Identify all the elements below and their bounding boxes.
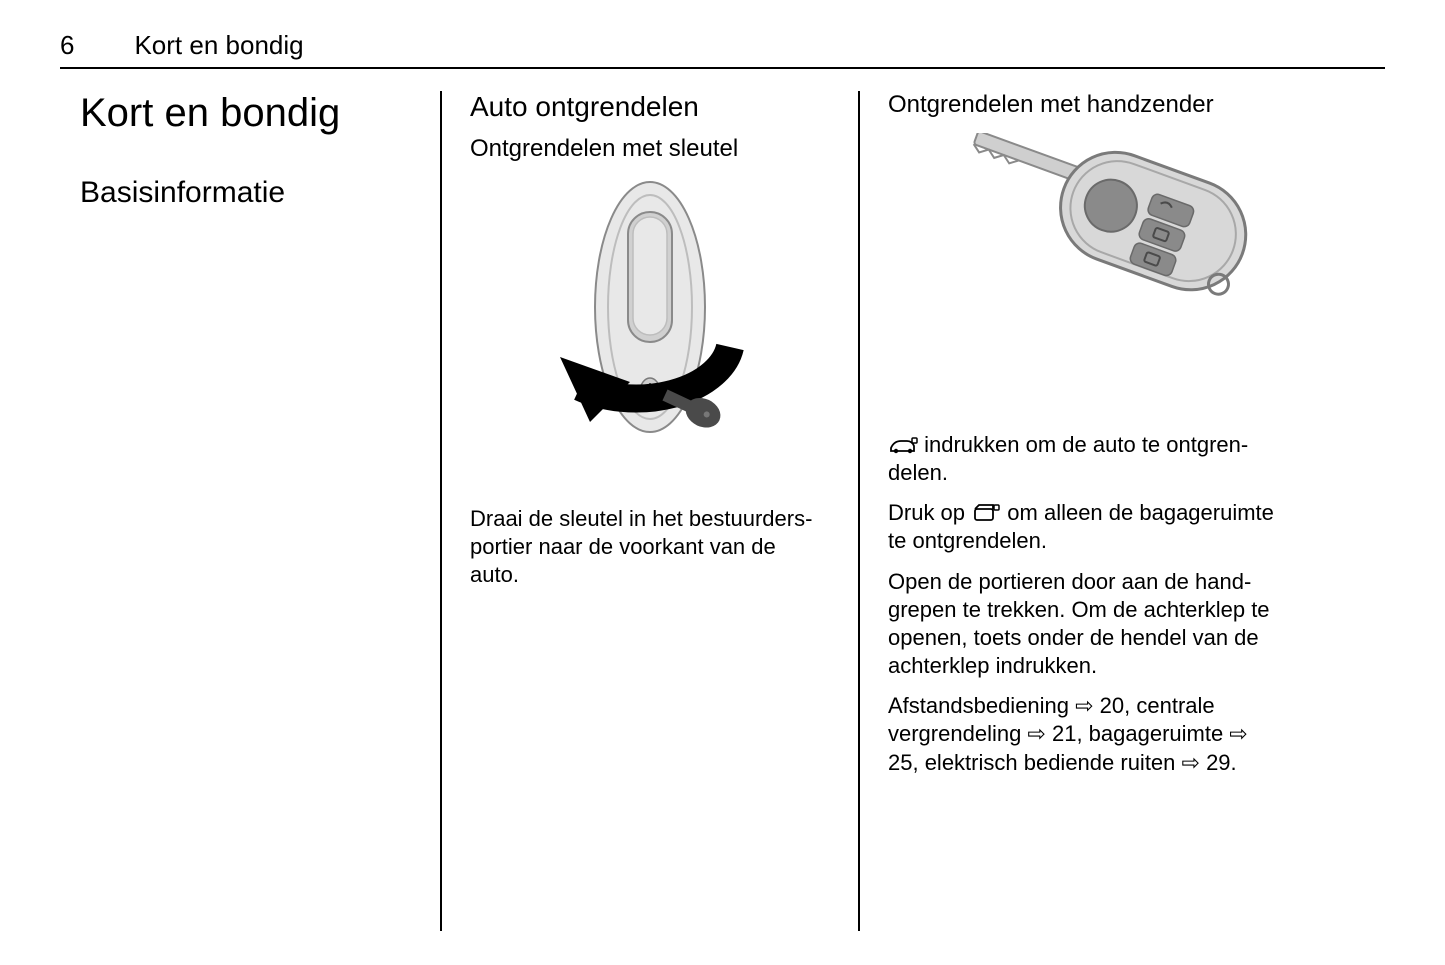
page-header: 6 Kort en bondig [60,30,1385,69]
trunk-unlock-icon [971,500,1007,525]
chapter-title: Kort en bondig [134,30,303,61]
column-2: Auto ontgrendelen Ontgrendelen met sleut… [440,91,860,931]
column-3: Ontgrendelen met handzender [860,91,1300,931]
body-text-unlock-car: indrukken om de auto te ontgren­delen. [888,431,1280,487]
body-text-sleutel: Draai de sleutel in het bestuurders­port… [470,505,830,589]
figure-key-in-door [470,177,830,487]
figure-remote-key [904,133,1264,413]
subsection-sleutel: Ontgrendelen met sleutel [470,135,830,163]
car-unlock-icon [888,432,924,457]
section-auto-ontgrendelen: Auto ontgrendelen [470,91,830,123]
section-basisinformatie: Basisinformatie [80,176,420,210]
page-title: Kort en bondig [80,91,420,136]
key-blade-icon [972,133,1082,187]
body-text-unlock-trunk: Druk op om alleen de bagage­ruimte te on… [888,499,1280,555]
manual-page: 6 Kort en bondig Kort en bondig Basisinf… [0,0,1445,965]
body-text-open-doors: Open de portieren door aan de hand­grepe… [888,568,1280,681]
subsection-handzender: Ontgrendelen met handzender [888,91,1280,119]
page-number: 6 [60,30,74,61]
key-fob-icon [1045,137,1261,305]
column-1: Kort en bondig Basisinformatie [60,91,440,931]
body-text-unlock-trunk-before: Druk op [888,500,971,525]
body-text-unlock-car-text: indrukken om de auto te ontgren­delen. [888,432,1248,485]
body-text-references: Afstandsbediening ⇨ 20, centrale vergren… [888,692,1280,776]
content-columns: Kort en bondig Basisinformatie Auto ontg… [60,91,1385,931]
